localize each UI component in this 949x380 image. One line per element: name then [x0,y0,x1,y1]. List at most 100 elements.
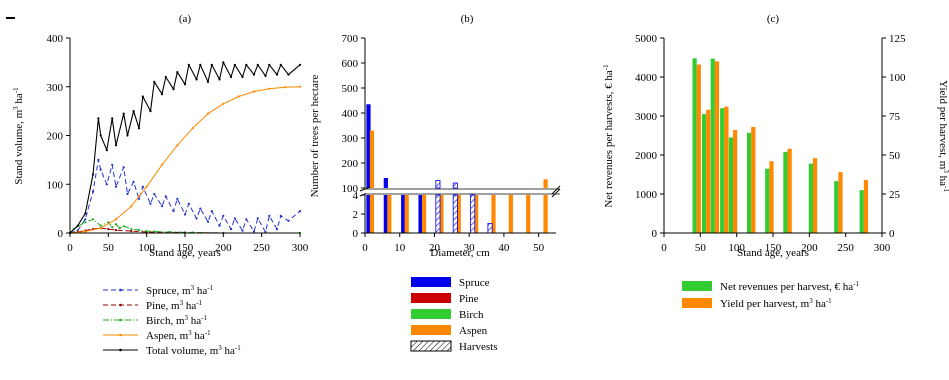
bar-net-revenue [747,132,752,233]
series-point [256,217,259,220]
series-point [137,127,141,130]
legend-label-part: -1 [201,314,207,322]
legend-label-part: 3 [185,314,189,322]
x-tick-label: 50 [695,242,707,254]
legend-swatch [682,281,712,291]
bar [470,194,476,234]
y2-tick-label: 25 [889,189,901,201]
series-point [111,117,114,120]
bar-yield [751,126,756,233]
y-axis-label: Net revenues per harvests, € ha-1 [602,64,615,208]
series-point [114,218,118,221]
y-tick-label: 400 [342,108,359,120]
bar-net-revenue [783,151,788,233]
bar-net-revenue [720,108,725,233]
series-point [218,224,221,227]
series-point [268,63,271,66]
series-point [130,228,133,231]
y2-tick-label: 100 [889,72,906,84]
y2-axis-label-part: Yield per harvest, m [937,80,949,170]
x-tick-label: 200 [801,242,818,254]
bar [456,195,461,233]
series-point [126,192,129,196]
y-tick-label: 600 [342,58,359,70]
legend-swatch [411,325,451,335]
y2-tick-label: 0 [889,228,895,240]
series-point [206,80,210,83]
bar-yield [714,61,720,234]
series-point [164,195,167,198]
bar [439,195,444,233]
bar-yield [812,158,818,233]
series-point [111,163,114,166]
series-point [114,223,118,226]
break-band [366,189,557,194]
bar-net-revenue [701,114,707,233]
series-point [252,73,256,76]
legend-label-part: 3 [188,329,192,337]
y-tick-label: 2000 [635,150,658,162]
legend-label-part: ha [840,281,853,293]
legend-label-part: Aspen, m [146,330,189,342]
x-tick-label: 0 [67,242,73,254]
legend-label: Birch, m3 ha-1 [146,314,207,327]
series-point [206,112,210,115]
series-point [275,228,279,231]
series-point [153,192,156,196]
y-axis-label-part: -1 [602,64,610,70]
x-tick-label: 150 [765,242,782,254]
series-point [187,202,190,205]
x-tick-label: 0 [362,242,368,254]
series-point [176,197,179,200]
series-point [233,63,236,66]
bar [435,180,441,189]
series-point [91,173,95,176]
y-tick-label: 0 [353,228,359,240]
y2-tick-label: 125 [889,33,906,45]
bar-net-revenue [765,168,770,233]
legend-label: Net revenues per harvest, € ha-1 [720,280,860,293]
y-tick-label: 300 [342,133,359,145]
legend-label-part: Birch, m [146,315,185,327]
legend-label-part: ha [183,300,196,312]
x-tick-label: 10 [394,242,406,254]
series-point [84,212,87,215]
series-point [160,205,164,208]
series-point [137,197,141,200]
series-point [84,221,87,224]
legend-label-part: Total volume, m [146,345,219,357]
series-point [132,110,135,113]
y-axis-label-part: Net revenues per harvests, € ha [603,70,615,208]
x-axis-label: Stand age, years [737,247,809,259]
series-point [245,63,248,66]
series-point [99,224,102,227]
y-tick-label: 100 [47,179,64,191]
panel-title: (b) [461,13,474,25]
legend-swatch [682,298,712,308]
series-point [130,205,133,208]
y-tick-label: 200 [342,158,359,170]
series-point [149,202,152,205]
x-tick-label: 100 [728,242,745,254]
y-axis-label: Stand volume, m3 ha-1 [12,87,25,185]
series-point [195,78,198,81]
legend-label: Pine, m3 ha-1 [146,299,203,312]
bar [369,130,375,188]
legend-label-part: Pine, m [146,300,180,312]
bar [491,195,496,233]
series-point [279,63,282,66]
legend-label-part: ha [194,285,207,297]
bar [369,195,375,233]
series-point [122,225,125,228]
bar [474,195,479,233]
legend-label-part: ha [813,298,826,310]
series-point [99,168,102,171]
series-point [153,230,156,233]
series-point [298,210,302,213]
bar [401,195,406,233]
y-axis-label-part: ha [13,93,25,106]
bar [383,178,388,188]
series-point [210,210,213,213]
y2-tick-label: 75 [889,111,901,123]
x-tick-label: 150 [177,242,194,254]
